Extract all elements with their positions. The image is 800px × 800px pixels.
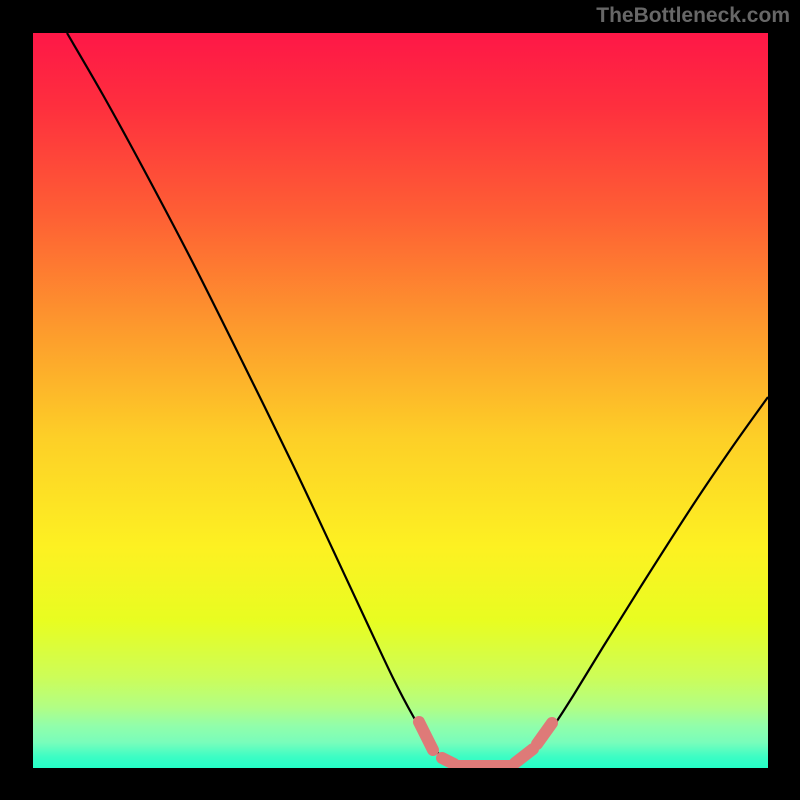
plot-area bbox=[33, 33, 768, 768]
watermark-label: TheBottleneck.com bbox=[596, 4, 790, 28]
curve-layer bbox=[33, 33, 768, 768]
optimal-mark-segment bbox=[515, 749, 533, 763]
optimal-zone-markers bbox=[419, 722, 552, 766]
bottleneck-curve bbox=[67, 33, 768, 768]
optimal-mark-segment bbox=[537, 723, 552, 744]
optimal-mark-segment bbox=[419, 722, 433, 750]
chart-frame: TheBottleneck.com bbox=[0, 0, 800, 800]
